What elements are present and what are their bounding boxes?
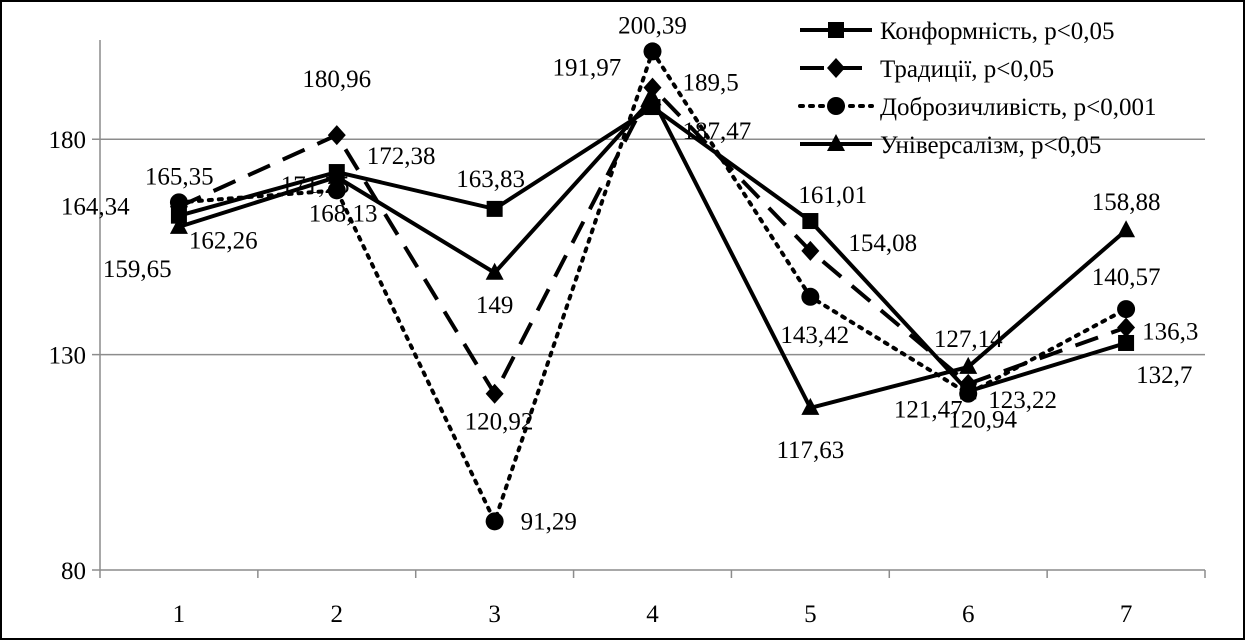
data-label-s2-6: 123,22 bbox=[988, 387, 1057, 414]
data-label-s3-4: 200,39 bbox=[618, 12, 687, 39]
series-1-point-3 bbox=[486, 200, 503, 217]
x-tick-label: 2 bbox=[331, 601, 344, 628]
series-2-point-5 bbox=[801, 240, 820, 261]
axes bbox=[92, 40, 1206, 578]
series-1-point-7 bbox=[1118, 334, 1135, 351]
data-label-s4-4: 189,5 bbox=[683, 69, 739, 96]
data-label-s1-2: 172,38 bbox=[367, 143, 436, 170]
data-label-s4-6: 127,14 bbox=[934, 326, 1003, 353]
legend: Конформність, р<0,05 Традиції, р<0,05 Добр… bbox=[798, 18, 1156, 159]
data-label-s3-1: 165,35 bbox=[145, 163, 214, 190]
series-2-point-2 bbox=[327, 125, 346, 146]
legend-marker-3 bbox=[827, 97, 845, 115]
data-label-s4-7: 158,88 bbox=[1092, 189, 1161, 216]
y-tick-label: 130 bbox=[49, 343, 87, 370]
legend-label-3: Доброзичливість, р<0,001 bbox=[880, 94, 1156, 121]
tick-labels: 80 130 180 1 2 3 4 5 6 7 bbox=[49, 127, 1133, 628]
x-tick-label: 3 bbox=[488, 601, 501, 628]
series-markers bbox=[169, 42, 1136, 531]
series-2-point-7 bbox=[1117, 317, 1136, 338]
y-tick-label: 80 bbox=[61, 558, 86, 585]
data-label-s1-7: 132,7 bbox=[1136, 362, 1192, 389]
y-tick-label: 180 bbox=[49, 127, 87, 154]
data-label-s1-1: 162,26 bbox=[189, 228, 258, 255]
data-label-s3-7: 140,57 bbox=[1092, 264, 1161, 291]
data-label-s1-3: 163,83 bbox=[456, 166, 525, 193]
data-label-s3-2: 168,13 bbox=[309, 200, 378, 227]
x-tick-label: 1 bbox=[173, 601, 186, 628]
series-2-point-3 bbox=[485, 383, 504, 404]
data-label-s1-4: 187,47 bbox=[683, 118, 752, 145]
legend-label-4: Універсалізм, р<0,05 bbox=[880, 132, 1101, 159]
series-4-point-3 bbox=[485, 262, 504, 280]
data-label-s4-5: 117,63 bbox=[776, 437, 844, 464]
series-4-point-7 bbox=[1117, 220, 1136, 238]
data-label-s2-3: 120,92 bbox=[465, 409, 534, 436]
series-3-point-3 bbox=[485, 512, 504, 531]
x-tick-label: 5 bbox=[804, 601, 817, 628]
series-3-point-5 bbox=[801, 287, 820, 306]
data-label-s4-3: 149 bbox=[476, 292, 514, 319]
data-label-s2-7: 136,3 bbox=[1142, 318, 1198, 345]
data-label-s2-1: 164,34 bbox=[61, 194, 130, 221]
x-tick-label: 7 bbox=[1120, 601, 1133, 628]
data-label-s3-3: 91,29 bbox=[521, 508, 577, 535]
data-label-s3-5: 143,42 bbox=[780, 322, 849, 349]
legend-label-1: Конформність, р<0,05 bbox=[880, 18, 1115, 45]
series-3-point-6 bbox=[959, 384, 978, 403]
data-label-s4-2: 171,25 bbox=[281, 172, 350, 199]
series-4-point-2 bbox=[327, 166, 346, 184]
series-3-point-1 bbox=[169, 193, 188, 212]
data-label-s2-5: 154,08 bbox=[848, 230, 917, 257]
legend-marker-1 bbox=[828, 22, 844, 38]
data-label-s1-6: 121,47 bbox=[894, 396, 963, 423]
legend-label-2: Традиції, р<0,05 bbox=[880, 56, 1054, 83]
series-1-point-5 bbox=[802, 213, 819, 230]
x-tick-label: 4 bbox=[646, 601, 659, 628]
legend-marker-4 bbox=[827, 134, 845, 151]
x-tick-label: 6 bbox=[962, 601, 975, 628]
series-4-point-4 bbox=[643, 88, 662, 106]
series-3-point-7 bbox=[1117, 300, 1136, 319]
series-3-point-2 bbox=[327, 181, 346, 200]
data-labels: 162,26 172,38 163,83 187,47 161,01 121,47 132,… bbox=[61, 12, 1198, 535]
data-label-s1-5: 161,01 bbox=[798, 182, 867, 209]
data-label-s4-1: 159,65 bbox=[103, 256, 172, 283]
series-4-point-5 bbox=[801, 397, 820, 415]
gridlines bbox=[100, 138, 1205, 356]
series-4-point-6 bbox=[959, 356, 978, 374]
series-3-point-4 bbox=[643, 42, 662, 61]
data-label-s2-4: 191,97 bbox=[553, 55, 622, 82]
data-label-s3-6: 120,94 bbox=[948, 407, 1017, 434]
data-label-s2-2: 180,96 bbox=[302, 66, 371, 93]
legend-marker-2 bbox=[827, 58, 845, 78]
series-4-point-1 bbox=[169, 216, 188, 234]
series-2-point-4 bbox=[643, 77, 662, 98]
